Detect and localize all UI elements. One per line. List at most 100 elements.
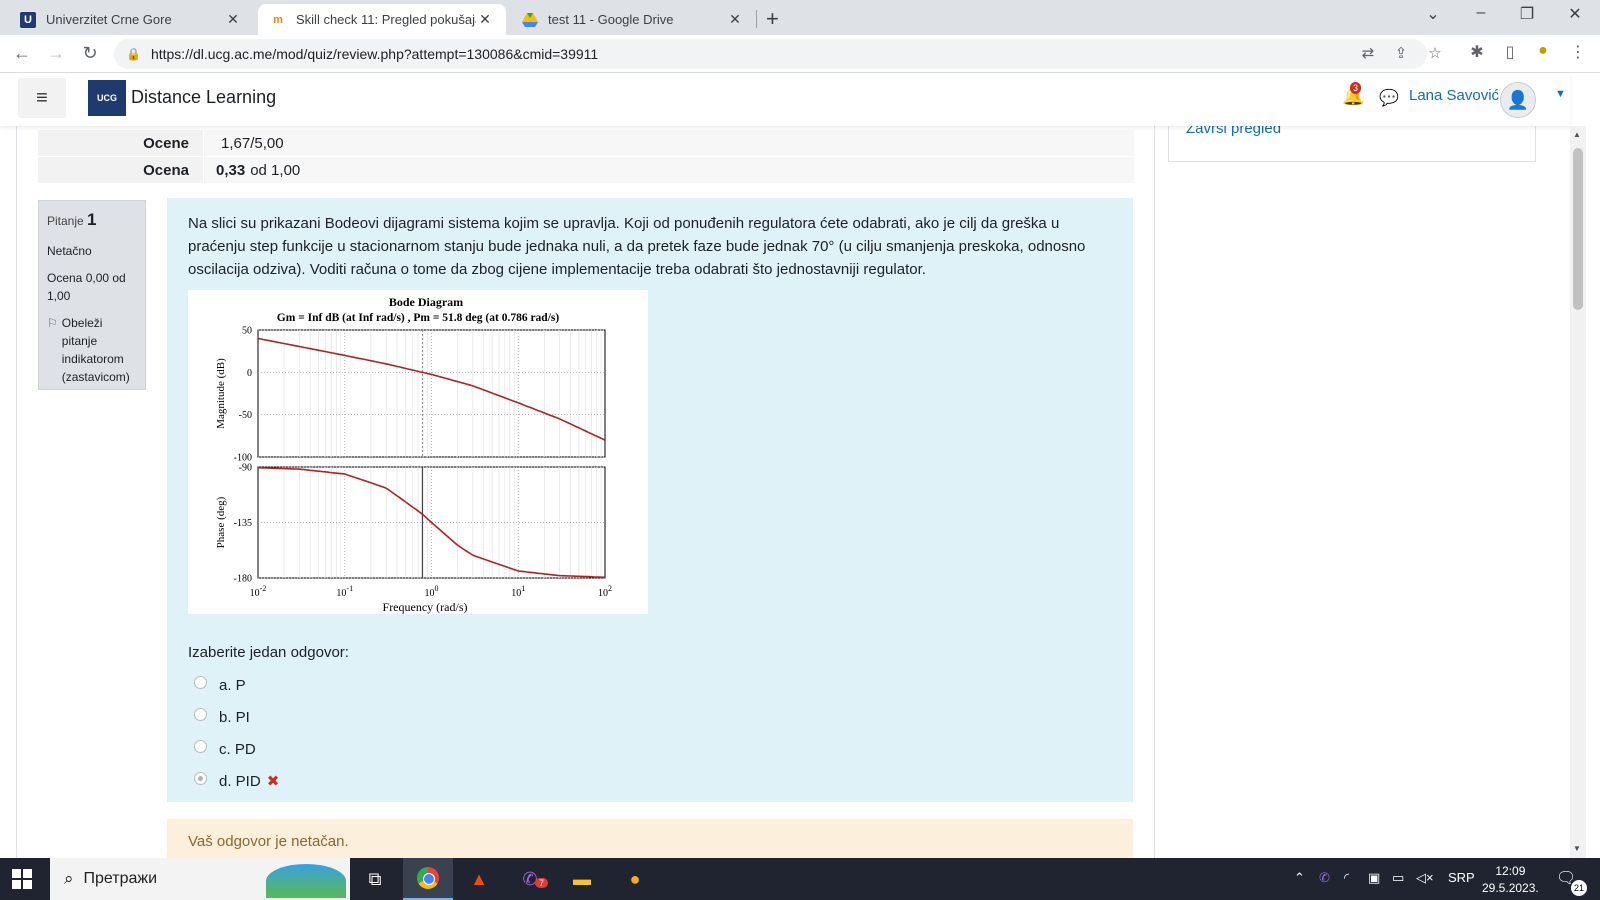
y-axis-label: Phase (deg) xyxy=(215,496,227,548)
back-arrow-icon[interactable]: ← xyxy=(13,43,31,63)
windows-taskbar: ⌕ Претражи ⧉ ▲ ✆ 7 ▬ ● ⌃ ✆ ◜ ▣ ▭ ◁× SRP 1… xyxy=(0,858,1600,900)
summary-row-grade: Ocena 0,33 od 1,00 xyxy=(38,157,1134,183)
x-tick-label: 101 xyxy=(511,584,525,599)
radio-button[interactable] xyxy=(194,707,207,721)
battery-icon[interactable]: ▭ xyxy=(1392,870,1405,885)
google-drive-favicon-icon xyxy=(522,12,538,28)
question-number-label: Pitanje xyxy=(47,214,84,228)
summary-value-bold: 0,33 xyxy=(216,161,246,179)
menu-kebab-icon[interactable]: ⋮ xyxy=(1570,44,1586,61)
restore-button[interactable]: ❐ xyxy=(1519,6,1535,23)
tab-title: test 11 - Google Drive xyxy=(548,12,674,27)
browser-tab-strip: U Univerzitet Crne Gore ✕ m Skill check … xyxy=(0,0,1600,35)
close-icon[interactable]: ✕ xyxy=(479,11,491,27)
tray-chevron-up-icon[interactable]: ⌃ xyxy=(1294,870,1305,885)
url-text: https://dl.ucg.ac.me/mod/quiz/review.php… xyxy=(150,46,599,62)
tab-google-drive[interactable]: test 11 - Google Drive ✕ xyxy=(510,4,756,35)
ucg-favicon-icon: U xyxy=(20,11,36,28)
column-divider xyxy=(1154,126,1155,858)
matlab-taskbar-icon[interactable]: ▲ xyxy=(470,868,488,889)
y-axis-label: Magnitude (dB) xyxy=(215,358,227,429)
answer-feedback: Vaš odgovor je netačan. xyxy=(167,819,1133,858)
page-content: Ocene 1,67/5,00 Ocena 0,33 od 1,00 Završi… xyxy=(16,126,1570,858)
radio-button[interactable] xyxy=(194,675,207,689)
bookmark-star-icon[interactable]: ☆ xyxy=(1428,45,1442,62)
device-icon[interactable]: ▣ xyxy=(1368,870,1381,885)
page-scrollbar[interactable]: ▲ ▼ xyxy=(1570,126,1586,858)
answer-label: d. PID xyxy=(219,772,261,790)
language-indicator[interactable]: SRP xyxy=(1448,870,1475,885)
side-panel-icon[interactable]: ▯ xyxy=(1505,44,1515,61)
user-menu-name[interactable]: Lana Savović xyxy=(1409,87,1500,104)
summary-label: Ocena xyxy=(143,161,189,179)
x-tick-label: 10-2 xyxy=(250,584,267,599)
y-tick-label: 50 xyxy=(242,326,252,337)
answer-option-b[interactable]: b. PI xyxy=(188,701,1112,733)
answer-option-c[interactable]: c. PD xyxy=(188,733,1112,765)
extensions-puzzle-icon[interactable]: ✱ xyxy=(1470,44,1484,61)
volume-muted-icon[interactable]: ◁× xyxy=(1416,870,1434,885)
drawer-toggle-button[interactable]: ≡ xyxy=(18,78,66,118)
chrome-logo-icon xyxy=(417,867,439,889)
windows-start-icon[interactable] xyxy=(12,869,32,889)
hamburger-icon: ≡ xyxy=(36,86,48,109)
close-window-button[interactable]: ✕ xyxy=(1568,6,1582,23)
scroll-up-arrow-icon[interactable]: ▲ xyxy=(1573,130,1581,139)
address-bar[interactable]: 🔒 https://dl.ucg.ac.me/mod/quiz/review.p… xyxy=(114,39,1427,69)
bode-curve-0 xyxy=(257,337,606,441)
chrome-taskbar-icon[interactable] xyxy=(403,858,453,900)
file-explorer-icon[interactable]: ▬ xyxy=(573,868,591,889)
question-number-value: 1 xyxy=(87,210,97,229)
translate-icon[interactable]: ⇄ xyxy=(1361,45,1375,62)
notification-count-badge: 3 xyxy=(1350,82,1362,94)
forward-arrow-icon[interactable]: → xyxy=(47,43,65,63)
answer-option-a[interactable]: a. P xyxy=(188,669,1112,701)
task-view-icon[interactable]: ⧉ xyxy=(368,868,382,889)
answer-prompt: Izaberite jedan odgovor: xyxy=(188,644,349,661)
new-tab-button[interactable]: + xyxy=(766,6,779,31)
close-icon[interactable]: ✕ xyxy=(729,11,741,27)
site-name[interactable]: Distance Learning xyxy=(131,87,277,107)
summary-row-grades: Ocene 1,67/5,00 xyxy=(38,130,1134,156)
messages-icon[interactable]: 💬 xyxy=(1379,90,1399,107)
notification-count-badge: 21 xyxy=(1571,880,1587,896)
minimize-button[interactable]: – xyxy=(1476,4,1486,21)
lock-icon: 🔒 xyxy=(126,47,141,61)
vpn-shield-icon[interactable]: ● xyxy=(629,868,641,889)
tab-search-chevron-icon[interactable]: ⌄ xyxy=(1426,6,1440,23)
caret-down-icon[interactable]: ▼ xyxy=(1555,88,1566,100)
wifi-icon[interactable]: ◜ xyxy=(1344,870,1350,885)
close-icon[interactable]: ✕ xyxy=(227,11,239,27)
radio-button[interactable] xyxy=(194,739,207,753)
tab-univerzitet[interactable]: U Univerzitet Crne Gore ✕ xyxy=(8,4,254,35)
tray-viber-icon[interactable]: ✆ xyxy=(1319,870,1330,885)
scrollbar-thumb[interactable] xyxy=(1573,148,1583,310)
ucg-logo[interactable]: UCG xyxy=(88,80,126,116)
y-tick-label: -50 xyxy=(239,410,252,421)
viber-badge: 7 xyxy=(535,878,549,888)
taskbar-search-box[interactable]: ⌕ Претражи xyxy=(50,858,350,900)
y-tick-label: -100 xyxy=(234,453,252,464)
x-tick-label: 102 xyxy=(598,584,612,599)
share-icon[interactable]: ⇪ xyxy=(1394,45,1408,62)
chart-x-axis-label: Frequency (rad/s) xyxy=(383,600,468,614)
avatar[interactable]: 👤 xyxy=(1500,82,1536,118)
summary-value-text: 1,67/5,00 xyxy=(221,134,284,152)
answer-option-d[interactable]: d. PID ✖ xyxy=(188,765,1112,797)
profile-icon[interactable]: ● xyxy=(1538,42,1548,59)
summary-value: 0,33 od 1,00 xyxy=(203,157,1134,183)
chart-subtitle: Gm = Inf dB (at Inf rad/s) , Pm = 51.8 d… xyxy=(277,312,560,324)
viber-taskbar-icon[interactable]: ✆ 7 xyxy=(505,858,555,900)
scroll-down-arrow-icon[interactable]: ▼ xyxy=(1573,844,1581,853)
question-number: Pitanje 1 xyxy=(47,210,137,230)
radio-button-selected[interactable] xyxy=(194,771,207,785)
finish-review-link[interactable]: Završi pregled xyxy=(1186,126,1282,137)
incorrect-x-icon: ✖ xyxy=(266,773,280,790)
flag-question-link[interactable]: ⚐ Obeleži pitanje indikatorom (zastavico… xyxy=(47,314,137,386)
taskbar-clock[interactable]: 12:09 29.5.2023. xyxy=(1482,863,1539,897)
x-tick-label: 100 xyxy=(425,584,439,599)
reload-icon[interactable]: ↻ xyxy=(82,43,98,63)
moodle-favicon-icon: m xyxy=(273,13,283,26)
answer-label: b. PI xyxy=(219,708,250,726)
tab-skill-check[interactable]: m Skill check 11: Pregled pokušaja ✕ xyxy=(258,4,506,35)
